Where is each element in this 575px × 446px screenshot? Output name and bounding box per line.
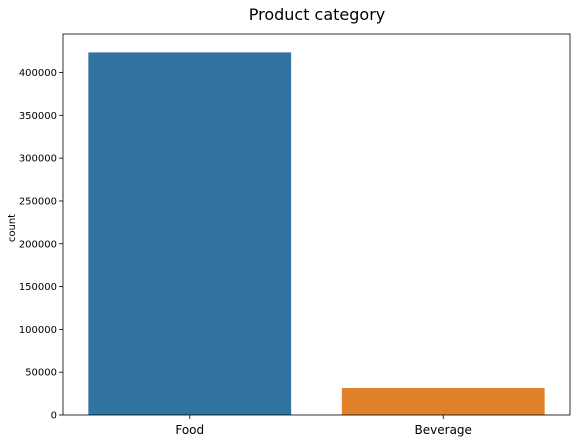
y-tick-label: 150000: [19, 282, 57, 293]
plot-frame: [62, 33, 571, 416]
y-tick-label: 300000: [19, 154, 57, 165]
y-tick-label: 350000: [19, 111, 57, 122]
y-tick-label: 400000: [19, 68, 57, 79]
y-tick-label: 250000: [19, 196, 57, 207]
y-tick-label: 100000: [19, 325, 57, 336]
y-axis-ticks: 0 50000 100000 150000 200000 250000 300000 3500…: [19, 68, 63, 422]
y-tick-label: 200000: [19, 239, 57, 250]
x-axis-ticks: Food Beverage: [175, 415, 472, 437]
x-tick-label-beverage: Beverage: [415, 423, 472, 437]
chart-title: Product category: [249, 5, 386, 24]
y-axis-label: count: [7, 214, 18, 242]
bar-beverage: [341, 388, 545, 415]
y-tick-label: 50000: [25, 368, 57, 379]
y-tick-label: 0: [51, 411, 57, 422]
x-tick-label-food: Food: [175, 423, 204, 437]
bar-food: [88, 52, 292, 415]
bars-group: [88, 52, 545, 415]
